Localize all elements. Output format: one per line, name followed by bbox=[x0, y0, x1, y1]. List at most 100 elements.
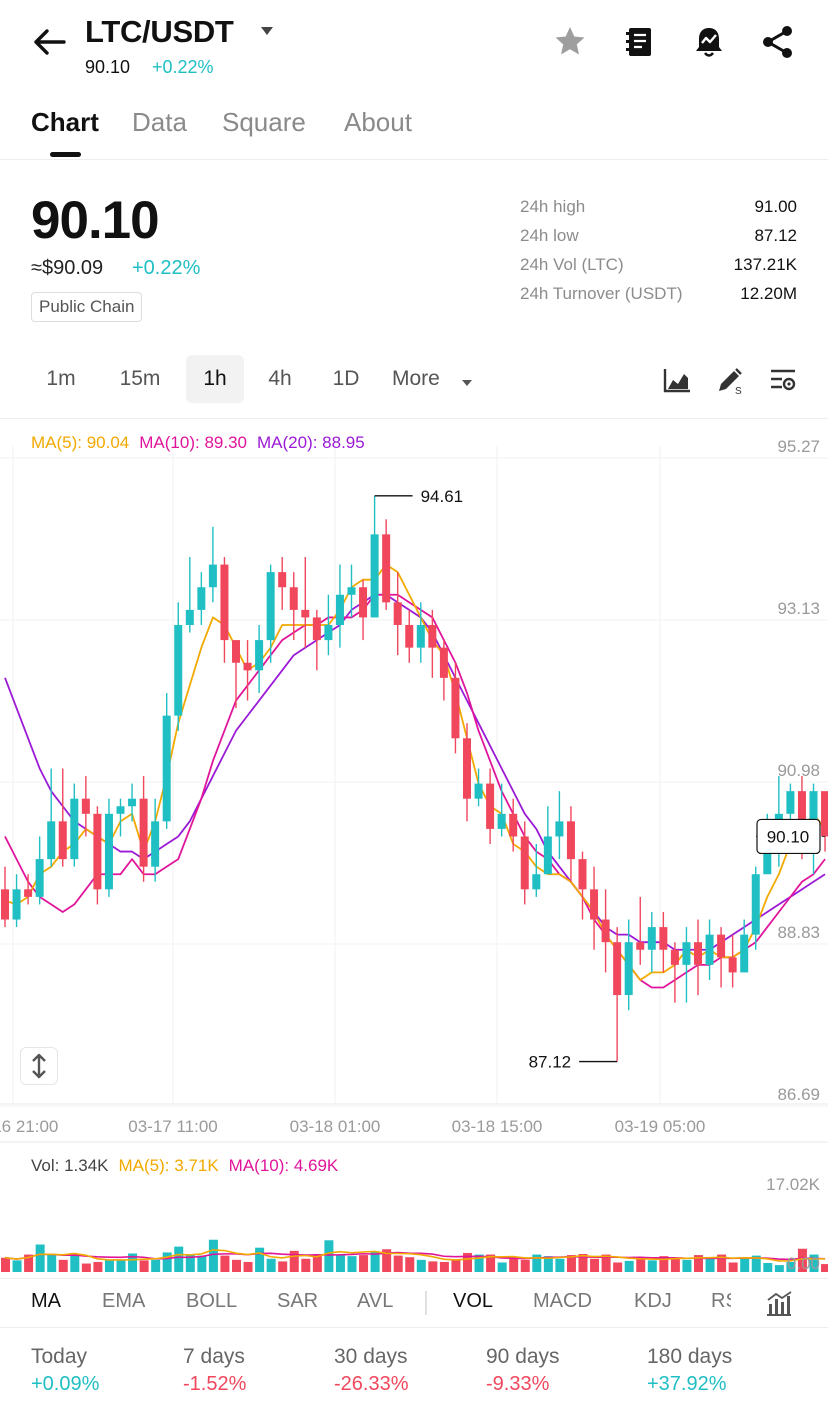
interval-selector: 1m 15m 1h 4h 1D More S bbox=[0, 355, 828, 405]
candle-body bbox=[543, 836, 552, 875]
interval-15m[interactable]: 15m bbox=[119, 367, 161, 390]
volume-bar bbox=[324, 1240, 334, 1272]
stat-value: 91.00 bbox=[754, 197, 797, 216]
volume-legend: Vol: 1.34K MA(5): 3.71K MA(10): 4.69K bbox=[31, 1156, 348, 1176]
volume-bar bbox=[405, 1257, 415, 1272]
share-icon[interactable] bbox=[758, 22, 798, 62]
perf-value: -9.33% bbox=[486, 1373, 550, 1395]
volume-bar bbox=[520, 1259, 530, 1272]
candle-body bbox=[81, 798, 90, 814]
tab-chart[interactable]: Chart bbox=[31, 107, 99, 137]
candle bbox=[451, 662, 460, 754]
volume-bar bbox=[509, 1258, 519, 1272]
volume-bar bbox=[81, 1263, 91, 1272]
expand-vertical-icon bbox=[32, 1053, 46, 1079]
star-icon[interactable] bbox=[550, 22, 590, 62]
candle bbox=[301, 557, 310, 648]
candle bbox=[220, 557, 229, 663]
candle bbox=[359, 579, 368, 641]
candle-body bbox=[578, 859, 587, 890]
candle-body bbox=[751, 874, 760, 935]
indicator-kdj[interactable]: KDJ bbox=[634, 1290, 672, 1312]
usd-price: ≈$90.09 bbox=[31, 257, 104, 279]
volume-bar bbox=[486, 1254, 496, 1272]
chart-annotations: 94.61 87.12 90.10 bbox=[374, 487, 828, 1072]
drawing-tools-icon[interactable]: S bbox=[715, 365, 745, 397]
expand-chart-button[interactable] bbox=[20, 1047, 58, 1085]
price-alert-bell-icon[interactable] bbox=[689, 22, 729, 62]
candle bbox=[520, 821, 529, 905]
x-tick-label: 03-17 11:00 bbox=[128, 1117, 217, 1136]
volume-bar bbox=[439, 1261, 449, 1272]
candle-body bbox=[232, 640, 240, 663]
tab-square[interactable]: Square bbox=[222, 107, 306, 137]
price-chart[interactable]: 95.27 93.13 90.98 88.83 86.69 03-16 21:00 03-1… bbox=[0, 420, 828, 1275]
indicator-settings-icon[interactable] bbox=[764, 1289, 794, 1319]
pair-dropdown-icon[interactable] bbox=[259, 24, 275, 42]
candle-body bbox=[786, 791, 795, 814]
candle bbox=[740, 919, 749, 973]
y-tick-label: 90.98 bbox=[777, 761, 820, 780]
ma-lines bbox=[4, 563, 826, 989]
volume-ma-lines bbox=[4, 1249, 826, 1262]
indicator-ema[interactable]: EMA bbox=[102, 1290, 146, 1312]
volume-bar bbox=[809, 1254, 819, 1272]
x-tick-label: 03-16 21:00 bbox=[0, 1117, 58, 1136]
volume-bar bbox=[497, 1262, 507, 1272]
candle bbox=[751, 866, 760, 950]
perf-label: 30 days bbox=[334, 1345, 408, 1368]
notes-icon[interactable] bbox=[620, 22, 660, 62]
interval-1d[interactable]: 1D bbox=[332, 367, 360, 390]
indicator-vol[interactable]: VOL bbox=[453, 1290, 494, 1312]
indicator-rsi[interactable]: RSI bbox=[711, 1290, 731, 1312]
axis-labels: 95.27 93.13 90.98 88.83 86.69 03-16 21:00 03-1… bbox=[0, 437, 821, 1273]
chart-type-icon[interactable] bbox=[662, 365, 692, 395]
interval-more[interactable]: More bbox=[392, 355, 454, 403]
volume-bar bbox=[382, 1249, 392, 1272]
ma5-legend: MA(5): 90.04 bbox=[31, 433, 130, 452]
stat-value: 87.12 bbox=[754, 226, 797, 245]
candle bbox=[93, 806, 102, 905]
candle-body bbox=[24, 889, 33, 897]
ma20-legend: MA(20): 88.95 bbox=[257, 433, 365, 452]
back-arrow-icon[interactable] bbox=[28, 22, 72, 62]
candle bbox=[47, 768, 56, 867]
volume-bar bbox=[139, 1260, 149, 1272]
category-badge[interactable]: Public Chain bbox=[31, 292, 143, 322]
candle bbox=[543, 806, 552, 875]
volume-bar bbox=[763, 1263, 773, 1272]
candle-body bbox=[624, 942, 633, 996]
candle bbox=[12, 874, 21, 928]
current-price-box bbox=[756, 818, 821, 855]
indicator-ma[interactable]: MA bbox=[31, 1290, 61, 1312]
candle bbox=[382, 519, 391, 610]
volume-tick-label: 17.02K bbox=[766, 1175, 821, 1194]
indicator-avl[interactable]: AVL bbox=[357, 1290, 394, 1312]
chart-settings-icon[interactable] bbox=[768, 365, 798, 395]
tab-data[interactable]: Data bbox=[132, 107, 187, 137]
indicator-sar[interactable]: SAR bbox=[277, 1290, 319, 1312]
volume-bar bbox=[636, 1257, 646, 1272]
candle-body bbox=[740, 934, 749, 973]
volume-bar bbox=[751, 1255, 761, 1272]
candle bbox=[312, 609, 321, 671]
perf-value: -26.33% bbox=[334, 1373, 409, 1395]
interval-1h[interactable]: 1h bbox=[186, 355, 244, 403]
interval-1m[interactable]: 1m bbox=[46, 367, 76, 390]
volume-bars bbox=[1, 1239, 828, 1272]
pair-title[interactable]: LTC/USDT bbox=[85, 14, 234, 49]
candle-body bbox=[636, 942, 645, 950]
indicator-macd[interactable]: MACD bbox=[533, 1290, 592, 1312]
candle bbox=[497, 783, 506, 837]
indicator-boll[interactable]: BOLL bbox=[186, 1290, 238, 1312]
interval-4h[interactable]: 4h bbox=[268, 367, 292, 390]
candle bbox=[428, 609, 437, 678]
volume-bar bbox=[1, 1257, 10, 1272]
tab-about[interactable]: About bbox=[344, 107, 412, 137]
candle bbox=[104, 798, 113, 897]
candle bbox=[174, 602, 183, 731]
stat-value: 137.21K bbox=[733, 255, 797, 274]
candle bbox=[278, 557, 287, 610]
candle-body bbox=[763, 836, 772, 875]
stat-label: 24h high bbox=[520, 197, 586, 216]
